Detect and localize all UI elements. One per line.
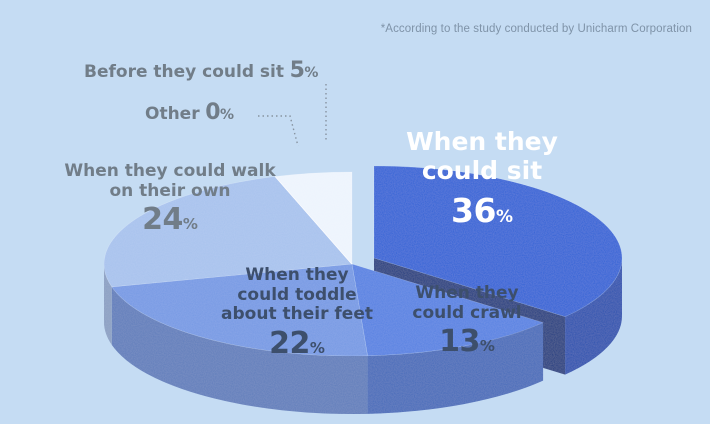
- label-toddle: When they could toddle about their feet …: [202, 265, 392, 361]
- label-toddle-line2: could toddle: [237, 284, 357, 305]
- label-before-sit-unit: %: [304, 65, 319, 81]
- label-sit-value: 36: [451, 190, 496, 230]
- label-toddle-unit: %: [309, 338, 325, 357]
- pie-side-when-they-could-toddle-about-their-feet: [111, 286, 368, 414]
- pie-slice-when-they-could-crawl: [351, 263, 544, 357]
- source-note: *According to the study conducted by Uni…: [380, 23, 692, 35]
- label-walk-line2: on their own: [109, 180, 231, 201]
- label-crawl-line1: When they: [415, 283, 519, 303]
- label-walk-unit: %: [182, 215, 198, 234]
- label-toddle-line1: When they: [245, 265, 349, 285]
- label-walk-line1: When they could walk: [64, 161, 276, 181]
- label-sit-unit: %: [495, 206, 513, 227]
- pie-slice-before-they-could-sit: [274, 171, 353, 265]
- label-sit: When they could sit 36%: [392, 127, 572, 230]
- label-walk-value: 24: [142, 202, 183, 238]
- label-crawl-line2: could crawl: [412, 302, 522, 323]
- label-before-sit-value: 5: [289, 58, 305, 83]
- label-toddle-value: 22: [269, 325, 310, 361]
- pie-slice-when-they-could-walk-on-their-own: [103, 176, 353, 288]
- label-crawl-unit: %: [479, 337, 495, 356]
- label-other-unit: %: [220, 107, 235, 123]
- label-before-sit-text: Before they could sit: [84, 62, 284, 82]
- label-other: Other 0%: [145, 100, 234, 125]
- label-sit-line2: could sit: [421, 155, 543, 185]
- label-toddle-line3: about their feet: [221, 304, 373, 325]
- label-other-text: Other: [145, 104, 200, 124]
- label-walk: When they could walk on their own 24%: [60, 161, 280, 238]
- pie-slice-when-they-could-toddle-about-their-feet: [111, 263, 368, 357]
- label-other-value: 0: [205, 100, 220, 125]
- label-crawl: When they could crawl 13%: [402, 283, 532, 360]
- label-sit-line1: When they: [406, 127, 558, 156]
- label-crawl-value: 13: [439, 324, 480, 360]
- pie-side-when-they-could-sit: [565, 258, 622, 375]
- leader-line-other: [258, 115, 299, 147]
- pie-side-when-they-could-crawl: [367, 322, 544, 414]
- label-before-sit: Before they could sit 5%: [84, 58, 318, 83]
- pie-slice-when-they-could-sit: [373, 165, 623, 317]
